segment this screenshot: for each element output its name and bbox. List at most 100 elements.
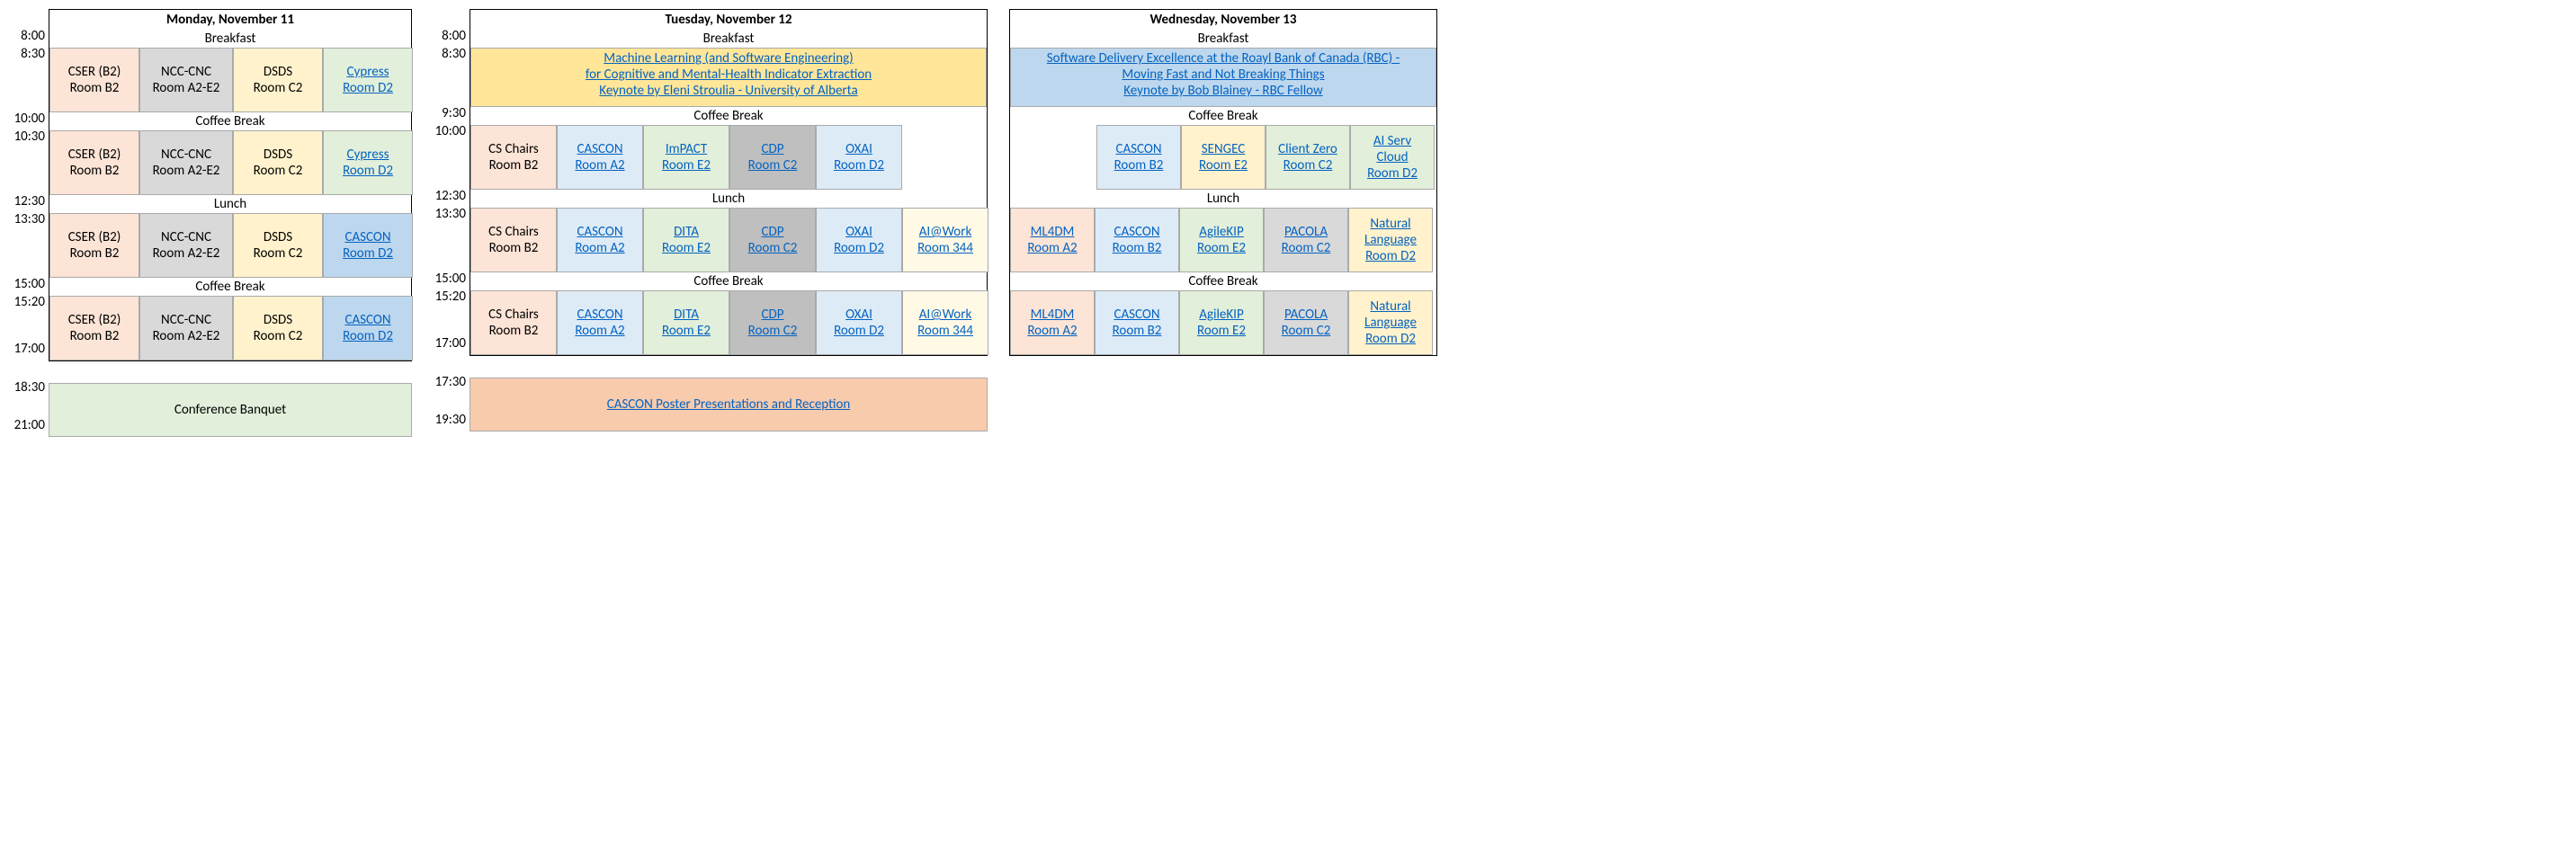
keynote-link[interactable]: Keynote by Eleni Stroulia - University o… — [599, 83, 857, 99]
session-room-link[interactable]: Room E2 — [662, 240, 711, 256]
footer-event-link[interactable]: CASCON Poster Presentations and Receptio… — [607, 396, 851, 413]
keynote-block[interactable]: Software Delivery Excellence at the Roay… — [1010, 48, 1436, 107]
session-room-link[interactable]: Room B2 — [1113, 240, 1162, 256]
session-cell[interactable]: ML4DMRoom A2 — [1010, 208, 1095, 272]
session-link[interactable]: CASCON — [1114, 224, 1159, 240]
session-cell[interactable]: CASCONRoom B2 — [1095, 208, 1179, 272]
session-room-link[interactable]: Room C2 — [1282, 240, 1331, 256]
session-cell[interactable]: Client ZeroRoom C2 — [1266, 125, 1350, 190]
session-cell[interactable]: CDPRoom C2 — [729, 208, 816, 272]
session-link[interactable]: CASCON — [1115, 141, 1161, 157]
session-cell[interactable]: AI Serv CloudRoom D2 — [1350, 125, 1435, 190]
session-room-link[interactable]: Room D2 — [1367, 165, 1418, 182]
session-link[interactable]: Natural Language — [1364, 298, 1417, 331]
session-cell[interactable]: ML4DMRoom A2 — [1010, 290, 1095, 355]
session-room-link[interactable]: Room B2 — [1113, 323, 1162, 339]
session-room-link[interactable]: Room D2 — [343, 80, 393, 96]
session-link[interactable]: AgileKIP — [1199, 224, 1243, 240]
session-room-link[interactable]: Room C2 — [748, 240, 798, 256]
session-cell[interactable]: OXAIRoom D2 — [816, 125, 902, 190]
session-cell[interactable]: CASCONRoom B2 — [1096, 125, 1181, 190]
session-link[interactable]: CASCON — [1114, 307, 1159, 323]
session-link[interactable]: Natural Language — [1364, 216, 1417, 248]
session-room-link[interactable]: Room D2 — [343, 163, 393, 179]
session-room-link[interactable]: Room E2 — [662, 323, 711, 339]
session-cell[interactable]: OXAIRoom D2 — [816, 208, 902, 272]
session-cell[interactable]: AI@WorkRoom 344 — [902, 290, 988, 355]
session-link[interactable]: ML4DM — [1031, 307, 1075, 323]
keynote-link[interactable]: Machine Learning (and Software Engineeri… — [604, 50, 853, 67]
session-link[interactable]: SENGEC — [1202, 141, 1246, 157]
session-cell[interactable]: AI@WorkRoom 344 — [902, 208, 988, 272]
keynote-link[interactable]: Moving Fast and Not Breaking Things — [1122, 67, 1324, 83]
session-link[interactable]: Client Zero — [1278, 141, 1337, 157]
session-cell[interactable]: CypressRoom D2 — [323, 48, 413, 112]
session-cell[interactable]: CASCONRoom A2 — [557, 125, 643, 190]
session-room-link[interactable]: Room E2 — [1197, 323, 1246, 339]
session-room-link[interactable]: Room D2 — [1365, 248, 1416, 264]
session-link[interactable]: DITA — [674, 307, 699, 323]
keynote-block[interactable]: Machine Learning (and Software Engineeri… — [470, 48, 987, 107]
session-link[interactable]: AgileKIP — [1199, 307, 1243, 323]
session-link[interactable]: CASCON — [577, 141, 622, 157]
session-cell[interactable]: AgileKIPRoom E2 — [1179, 208, 1264, 272]
session-link[interactable]: CDP — [762, 307, 784, 323]
session-link[interactable]: ImPACT — [666, 141, 707, 157]
session-room-link[interactable]: Room C2 — [748, 157, 798, 173]
session-room-link[interactable]: Room A2 — [575, 240, 624, 256]
keynote-link[interactable]: Keynote by Bob Blainey - RBC Fellow — [1123, 83, 1322, 99]
session-room-link[interactable]: Room D2 — [1365, 331, 1416, 347]
session-room-link[interactable]: Room E2 — [1197, 240, 1246, 256]
session-link[interactable]: OXAI — [845, 307, 872, 323]
session-link[interactable]: CDP — [762, 224, 784, 240]
session-room-link[interactable]: Room A2 — [1027, 240, 1077, 256]
session-link[interactable]: CDP — [762, 141, 784, 157]
session-cell[interactable]: CDPRoom C2 — [729, 125, 816, 190]
session-link[interactable]: AI@Work — [919, 224, 972, 240]
keynote-link[interactable]: Software Delivery Excellence at the Roay… — [1047, 50, 1400, 67]
session-link[interactable]: OXAI — [845, 224, 872, 240]
session-link[interactable]: CASCON — [344, 312, 390, 328]
session-cell[interactable]: Natural LanguageRoom D2 — [1348, 208, 1433, 272]
session-cell[interactable]: Natural LanguageRoom D2 — [1348, 290, 1433, 355]
session-link[interactable]: PACOLA — [1284, 224, 1328, 240]
session-room-link[interactable]: Room D2 — [343, 245, 393, 262]
session-cell[interactable]: CypressRoom D2 — [323, 130, 413, 195]
session-room-link[interactable]: Room B2 — [1114, 157, 1164, 173]
session-link[interactable]: AI Serv Cloud — [1373, 133, 1411, 165]
session-cell[interactable]: DITARoom E2 — [643, 208, 729, 272]
session-cell[interactable]: ImPACTRoom E2 — [643, 125, 729, 190]
session-cell[interactable]: CASCONRoom B2 — [1095, 290, 1179, 355]
session-cell[interactable]: DITARoom E2 — [643, 290, 729, 355]
keynote-link[interactable]: for Cognitive and Mental-Health Indicato… — [586, 67, 872, 83]
session-link[interactable]: Cypress — [347, 147, 389, 163]
session-cell[interactable]: CASCONRoom A2 — [557, 290, 643, 355]
session-cell[interactable]: CDPRoom C2 — [729, 290, 816, 355]
session-cell[interactable]: PACOLARoom C2 — [1264, 208, 1348, 272]
session-cell[interactable]: AgileKIPRoom E2 — [1179, 290, 1264, 355]
session-room-link[interactable]: Room E2 — [662, 157, 711, 173]
session-link[interactable]: DITA — [674, 224, 699, 240]
session-room-link[interactable]: Room D2 — [834, 157, 884, 173]
session-room-link[interactable]: Room D2 — [834, 240, 884, 256]
footer-event[interactable]: CASCON Poster Presentations and Receptio… — [470, 378, 988, 432]
session-room-link[interactable]: Room C2 — [1284, 157, 1333, 173]
session-link[interactable]: OXAI — [845, 141, 872, 157]
session-room-link[interactable]: Room D2 — [834, 323, 884, 339]
session-room-link[interactable]: Room 344 — [917, 240, 973, 256]
session-room-link[interactable]: Room E2 — [1199, 157, 1248, 173]
session-room-link[interactable]: Room A2 — [575, 157, 624, 173]
session-cell[interactable]: PACOLARoom C2 — [1264, 290, 1348, 355]
session-room-link[interactable]: Room C2 — [748, 323, 798, 339]
session-link[interactable]: CASCON — [344, 229, 390, 245]
session-cell[interactable]: OXAIRoom D2 — [816, 290, 902, 355]
session-cell[interactable]: CASCONRoom A2 — [557, 208, 643, 272]
session-link[interactable]: ML4DM — [1031, 224, 1075, 240]
session-link[interactable]: AI@Work — [919, 307, 972, 323]
session-room-link[interactable]: Room C2 — [1282, 323, 1331, 339]
session-link[interactable]: Cypress — [347, 64, 389, 80]
session-link[interactable]: PACOLA — [1284, 307, 1328, 323]
session-cell[interactable]: CASCONRoom D2 — [323, 213, 413, 278]
session-room-link[interactable]: Room 344 — [917, 323, 973, 339]
session-room-link[interactable]: Room A2 — [575, 323, 624, 339]
